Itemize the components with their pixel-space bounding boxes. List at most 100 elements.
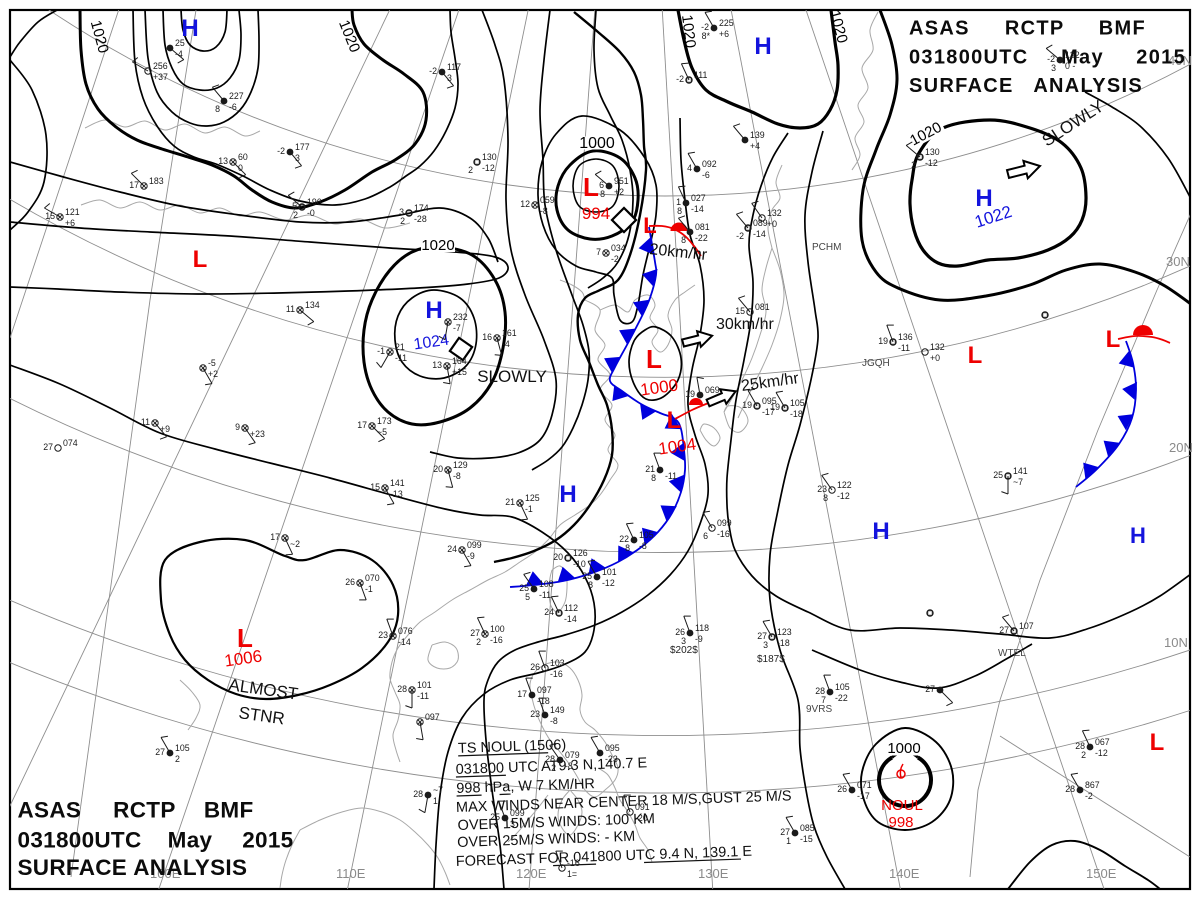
svg-text:30N: 30N [1166, 254, 1190, 269]
svg-text:-2: -2 [611, 254, 619, 264]
svg-text:-6: -6 [702, 170, 710, 180]
svg-text:069: 069 [705, 385, 720, 395]
svg-text:ANALYSIS: ANALYSIS [133, 855, 247, 880]
svg-text:May: May [1061, 47, 1104, 69]
svg-text:132: 132 [930, 342, 945, 352]
svg-text:L: L [643, 213, 656, 238]
svg-text:5: 5 [525, 592, 530, 602]
svg-text:25: 25 [993, 470, 1003, 480]
svg-text:-12: -12 [1095, 748, 1108, 758]
svg-text:118: 118 [695, 623, 709, 633]
svg-text:24: 24 [447, 544, 457, 554]
svg-text:183: 183 [149, 176, 164, 186]
svg-text:8: 8 [677, 206, 682, 216]
svg-text:-20: -20 [635, 813, 648, 823]
svg-text:$187$: $187$ [757, 654, 785, 665]
svg-text:-11: -11 [539, 590, 551, 600]
svg-text:19: 19 [878, 336, 888, 346]
svg-text:3: 3 [763, 640, 768, 650]
svg-text:-2: -2 [277, 146, 285, 156]
svg-text:21: 21 [505, 497, 515, 507]
svg-text:+9: +9 [160, 424, 170, 434]
svg-text:2: 2 [293, 210, 298, 220]
svg-text:256: 256 [153, 61, 168, 71]
svg-text:L: L [583, 172, 599, 202]
svg-text:-8: -8 [453, 471, 461, 481]
svg-text:105: 105 [835, 682, 850, 692]
svg-text:3: 3 [447, 73, 452, 83]
svg-text:H: H [181, 15, 198, 42]
svg-text:126: 126 [573, 548, 588, 558]
svg-text:-2: -2 [701, 22, 709, 32]
svg-text:-1: -1 [525, 504, 533, 514]
svg-text:-8: -8 [639, 541, 647, 551]
svg-text:20km/hr: 20km/hr [649, 241, 709, 264]
svg-text:6: 6 [703, 531, 708, 541]
svg-text:076: 076 [398, 626, 413, 636]
svg-text:17: 17 [270, 532, 280, 542]
svg-text:+15: +15 [452, 367, 467, 377]
svg-text:21: 21 [395, 342, 405, 352]
svg-text:17: 17 [517, 689, 527, 699]
svg-text:17: 17 [129, 180, 139, 190]
svg-text:074: 074 [63, 438, 78, 448]
svg-text:122: 122 [837, 480, 852, 490]
svg-text:2: 2 [476, 637, 481, 647]
svg-text:130: 130 [925, 147, 940, 157]
svg-text:7: 7 [596, 247, 601, 257]
svg-text:8*: 8* [702, 31, 711, 41]
svg-text:9: 9 [235, 422, 240, 432]
svg-text:-2: -2 [429, 66, 437, 76]
svg-text:079: 079 [565, 750, 580, 760]
svg-text:2015: 2015 [1136, 47, 1186, 69]
svg-text:30km/hr: 30km/hr [716, 316, 774, 333]
svg-text:+23: +23 [250, 429, 265, 439]
svg-text:-16: -16 [490, 635, 503, 645]
svg-text:111: 111 [694, 70, 707, 80]
svg-text:21: 21 [645, 464, 655, 474]
svg-text:SLOWLY: SLOWLY [477, 367, 547, 386]
svg-text:-2: -2 [676, 74, 684, 84]
svg-text:L: L [193, 246, 208, 273]
svg-text:8: 8 [600, 189, 605, 199]
svg-text:103: 103 [550, 658, 565, 668]
svg-text:1000: 1000 [887, 740, 920, 757]
svg-text:BMF: BMF [1099, 18, 1146, 40]
svg-text:8: 8 [681, 235, 686, 245]
svg-text:-22: -22 [835, 693, 848, 703]
svg-text:27: 27 [780, 827, 790, 837]
svg-text:19: 19 [770, 402, 780, 412]
svg-text:059: 059 [540, 195, 555, 205]
svg-text:998: 998 [888, 814, 913, 831]
svg-text:196: 196 [307, 197, 322, 207]
svg-text:3: 3 [510, 819, 515, 829]
svg-text:-1: -1 [377, 346, 385, 356]
svg-text:130E: 130E [698, 866, 729, 881]
svg-text:112: 112 [564, 603, 578, 613]
svg-text:11: 11 [141, 417, 150, 427]
svg-text:-17: -17 [762, 407, 775, 417]
svg-text:095: 095 [762, 396, 777, 406]
svg-text:13: 13 [218, 156, 228, 166]
svg-text:L: L [1150, 729, 1165, 756]
svg-text:105: 105 [790, 398, 805, 408]
svg-text:2: 2 [175, 754, 180, 764]
svg-text:2: 2 [1081, 750, 1086, 760]
svg-text:0 -: 0 - [1065, 61, 1075, 71]
svg-text:23: 23 [530, 709, 540, 719]
svg-text:6: 6 [599, 180, 604, 190]
svg-text:092: 092 [702, 159, 717, 169]
svg-text:TS NOUL (1506): TS NOUL (1506) [458, 737, 567, 757]
svg-text:ASAS: ASAS [18, 798, 82, 823]
svg-text:099: 099 [510, 808, 525, 818]
svg-text:26: 26 [675, 627, 685, 637]
svg-text:25: 25 [582, 571, 592, 581]
svg-text:28: 28 [1065, 784, 1075, 794]
svg-text:-12: -12 [602, 578, 615, 588]
svg-text:7: 7 [821, 695, 826, 705]
svg-text:1: 1 [786, 836, 791, 846]
svg-text:-10: -10 [573, 559, 586, 569]
svg-text:15: 15 [370, 482, 380, 492]
svg-text:164: 164 [452, 356, 467, 366]
svg-text:8: 8 [215, 104, 220, 114]
